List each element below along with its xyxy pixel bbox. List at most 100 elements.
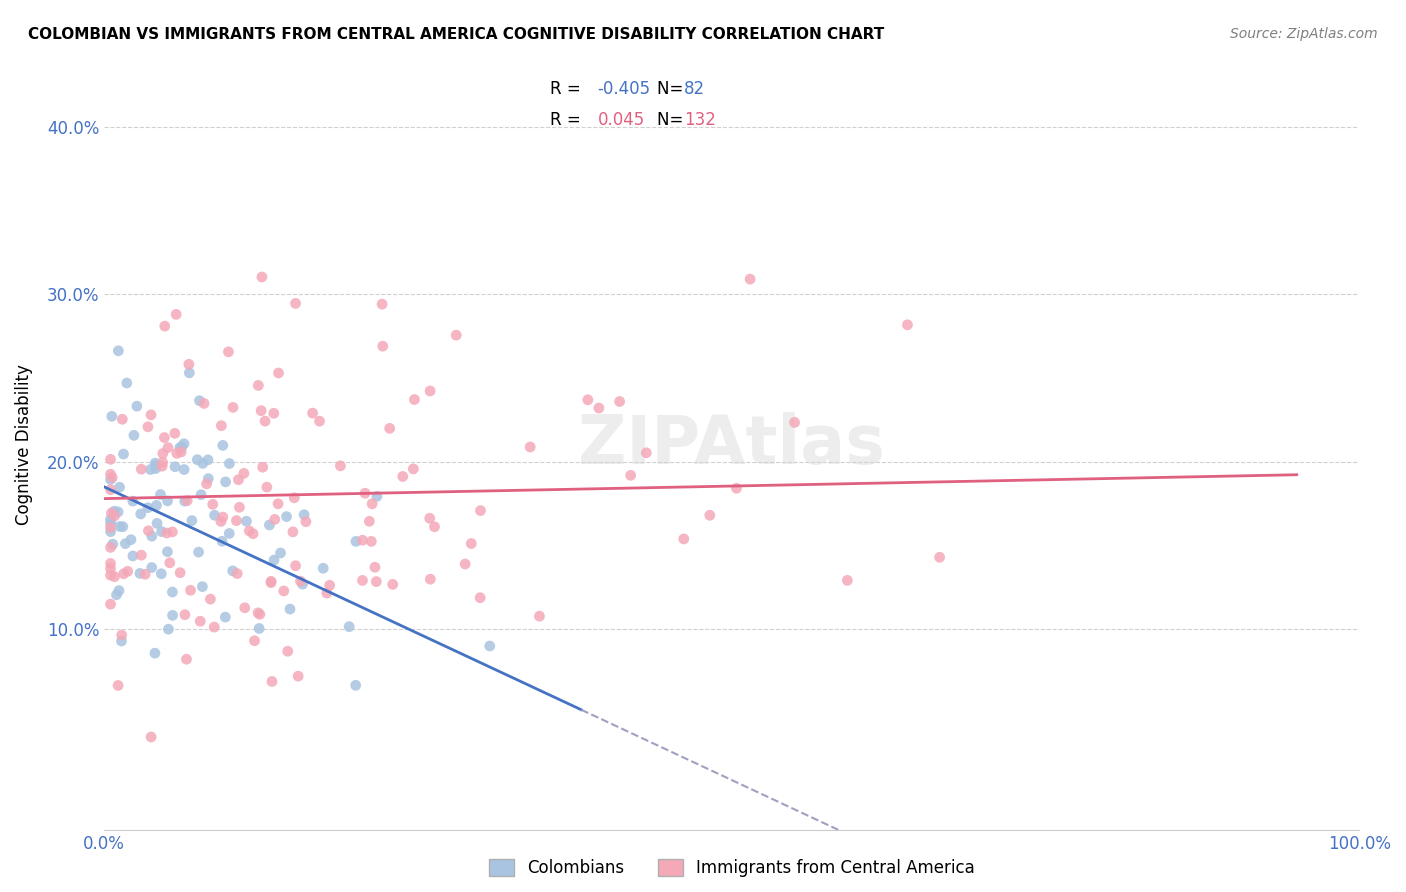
Point — [166, 446, 188, 460]
Point — [290, 574, 312, 589]
Point — [141, 560, 163, 574]
Point — [191, 456, 214, 470]
Point — [260, 575, 283, 590]
Point — [179, 366, 201, 380]
Point — [131, 548, 153, 562]
Point — [139, 462, 162, 476]
Point — [308, 414, 330, 428]
Point — [108, 480, 131, 494]
Point — [103, 508, 125, 523]
Point — [222, 401, 245, 415]
Point — [153, 319, 176, 334]
Point — [100, 512, 122, 526]
Point — [419, 572, 441, 586]
Point — [145, 499, 167, 513]
Point — [162, 608, 184, 623]
Point — [209, 515, 232, 529]
Point — [150, 566, 173, 581]
Point — [100, 452, 122, 467]
Point — [318, 578, 340, 592]
Point — [149, 487, 172, 501]
Point — [242, 526, 264, 541]
Point — [283, 491, 305, 505]
Point — [295, 515, 318, 529]
Point — [173, 436, 195, 450]
Point — [278, 602, 301, 616]
Point — [121, 494, 143, 508]
Point — [672, 532, 695, 546]
Text: 0.045: 0.045 — [598, 112, 645, 129]
Point — [108, 519, 131, 533]
Point — [163, 426, 186, 441]
Point — [478, 639, 501, 653]
Point — [256, 480, 278, 494]
Point — [112, 447, 135, 461]
Point — [145, 458, 167, 473]
Point — [284, 296, 307, 310]
Point — [270, 546, 292, 560]
Point — [111, 412, 134, 426]
Point — [152, 455, 174, 469]
Point — [177, 357, 200, 371]
Point — [107, 343, 129, 358]
Point — [366, 574, 388, 589]
Point — [176, 493, 198, 508]
Point — [156, 526, 179, 541]
Text: 82: 82 — [685, 80, 706, 98]
Point — [108, 583, 131, 598]
Point — [361, 497, 384, 511]
Point — [352, 533, 374, 548]
Point — [402, 462, 425, 476]
Point — [211, 438, 233, 452]
Point — [260, 674, 283, 689]
Point — [281, 524, 304, 539]
Point — [267, 497, 290, 511]
Point — [100, 506, 122, 520]
Point — [176, 652, 198, 666]
Point — [139, 408, 162, 422]
Point — [783, 416, 806, 430]
Point — [173, 494, 195, 508]
Point — [588, 401, 610, 415]
Point — [180, 514, 202, 528]
Point — [117, 564, 139, 578]
Text: R =: R = — [550, 112, 586, 129]
Point — [100, 467, 122, 482]
Point — [143, 646, 166, 660]
Point — [193, 396, 215, 410]
Point — [259, 518, 281, 533]
Text: Source: ZipAtlas.com: Source: ZipAtlas.com — [1230, 27, 1378, 41]
Point — [100, 516, 122, 530]
Point — [153, 431, 176, 445]
Point — [100, 557, 122, 571]
Point — [609, 394, 631, 409]
Text: -0.405: -0.405 — [598, 80, 651, 98]
Point — [423, 520, 446, 534]
Point — [354, 486, 377, 500]
Point — [156, 545, 179, 559]
Point — [107, 505, 129, 519]
Point — [201, 497, 224, 511]
Point — [217, 344, 239, 359]
Point — [263, 512, 285, 526]
Point — [254, 414, 277, 428]
Point — [232, 467, 254, 481]
Point — [391, 469, 413, 483]
Point — [200, 592, 222, 607]
Point — [141, 529, 163, 543]
Point — [173, 462, 195, 476]
Text: 132: 132 — [685, 112, 716, 129]
Point — [928, 550, 950, 565]
Point — [247, 606, 270, 620]
Text: R =: R = — [550, 80, 586, 98]
Point — [276, 509, 298, 524]
Point — [263, 406, 285, 420]
Point — [226, 566, 249, 581]
Point — [576, 392, 599, 407]
Point — [111, 628, 134, 642]
Point — [139, 730, 162, 744]
Point — [170, 440, 193, 454]
Point — [235, 514, 257, 528]
Point — [225, 514, 247, 528]
Point — [138, 524, 160, 538]
